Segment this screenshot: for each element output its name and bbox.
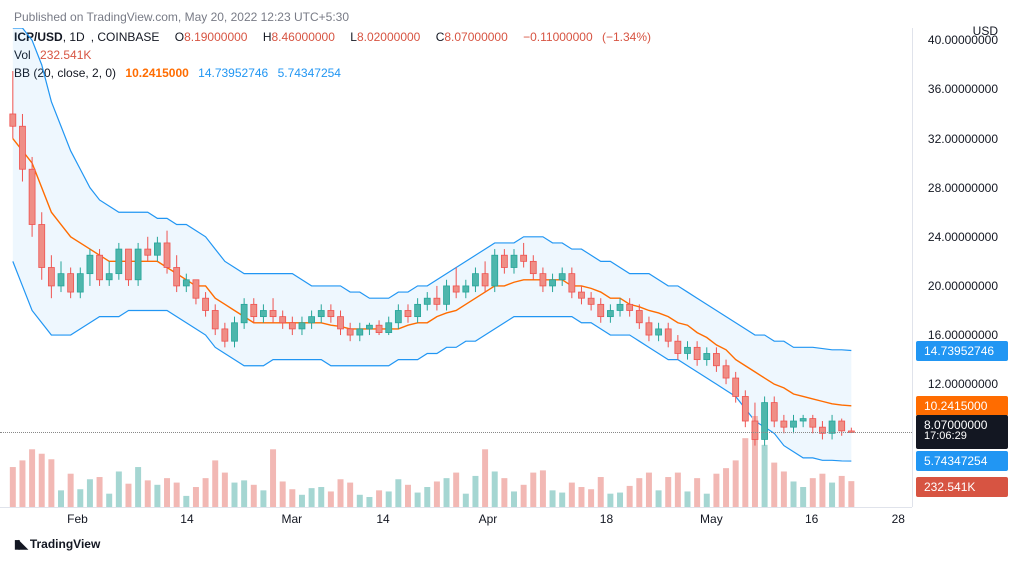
x-axis[interactable]: Feb 14 Mar 14 Apr 18 May 16 28 [0, 507, 912, 527]
y-tick: 40.00000000 [928, 33, 998, 47]
axis-price-label: 8.0700000017:06:29 [916, 415, 1008, 449]
x-tick: May [700, 512, 723, 526]
plot-area[interactable] [0, 28, 912, 507]
chart-container: Published on TradingView.com, May 20, 20… [0, 0, 1012, 563]
y-tick: 32.00000000 [928, 132, 998, 146]
publish-line: Published on TradingView.com, May 20, 20… [14, 10, 349, 24]
publish-date: May 20, 2022 12:23 UTC+5:30 [185, 10, 349, 24]
axis-price-label: 14.73952746 [916, 341, 1008, 361]
last-price-line [0, 432, 912, 433]
x-tick: 28 [892, 512, 905, 526]
logo-text: TradingView [30, 537, 100, 551]
axis-price-label: 232.541K [916, 477, 1008, 497]
y-tick: 12.00000000 [928, 377, 998, 391]
y-tick: 24.00000000 [928, 230, 998, 244]
x-tick: Apr [479, 512, 498, 526]
publish-prefix: Published on [14, 10, 83, 24]
y-tick: 20.00000000 [928, 279, 998, 293]
y-tick: 28.00000000 [928, 181, 998, 195]
logo-icon: ▮◣ [14, 537, 26, 551]
x-tick: Feb [67, 512, 88, 526]
x-tick: 18 [600, 512, 613, 526]
x-tick: Mar [281, 512, 302, 526]
x-tick: 16 [805, 512, 818, 526]
axis-price-label: 5.74347254 [916, 451, 1008, 471]
y-tick: 36.00000000 [928, 82, 998, 96]
x-tick: 14 [376, 512, 389, 526]
x-tick: 14 [180, 512, 193, 526]
publish-site: TradingView.com, [87, 10, 182, 24]
axis-price-label: 10.2415000 [916, 396, 1008, 416]
tradingview-logo[interactable]: ▮◣ TradingView [14, 537, 100, 551]
